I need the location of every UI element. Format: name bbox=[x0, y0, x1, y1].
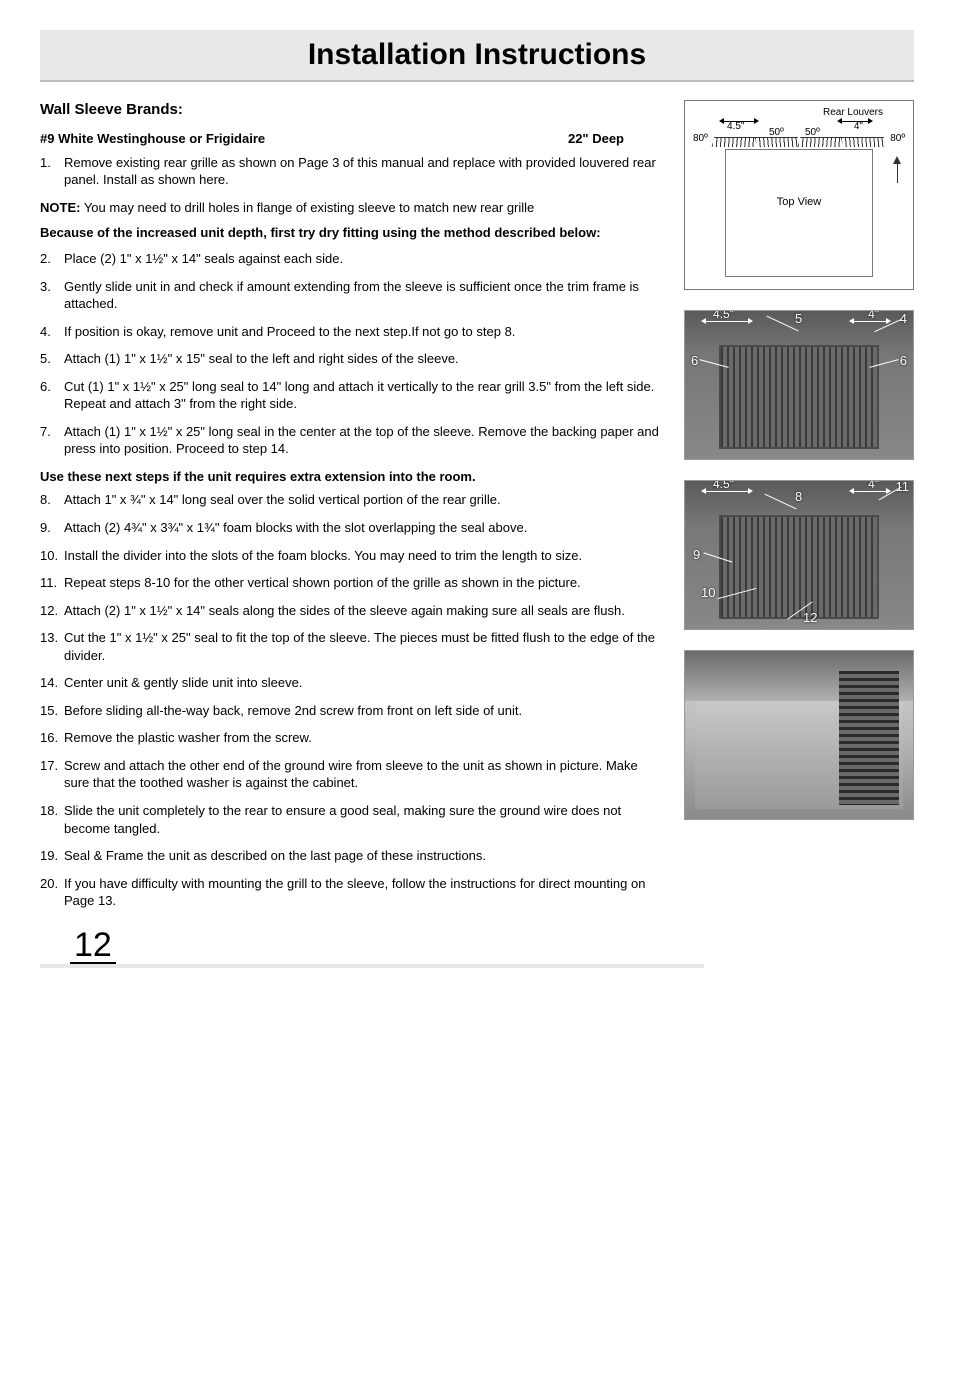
step-text: Slide the unit completely to the rear to… bbox=[62, 802, 664, 837]
title-bar: Installation Instructions bbox=[40, 30, 914, 82]
step-text: Before sliding all-the-way back, remove … bbox=[62, 702, 664, 720]
angle-label: 80º bbox=[693, 133, 708, 144]
step-number: 11. bbox=[40, 574, 62, 592]
dim-bar-icon bbox=[705, 491, 749, 492]
grille-icon bbox=[719, 515, 879, 619]
step-number: 8. bbox=[40, 491, 62, 509]
step-text: Remove existing rear grille as shown on … bbox=[62, 154, 664, 189]
step-text: Attach (1) 1" x 1½" x 15" seal to the le… bbox=[62, 350, 664, 368]
step-number: 18. bbox=[40, 802, 62, 837]
step-text: Seal & Frame the unit as described on th… bbox=[62, 847, 664, 865]
dim-label: 4.5" bbox=[727, 121, 744, 132]
step-number: 17. bbox=[40, 757, 62, 792]
rear-louvers-label: Rear Louvers bbox=[823, 107, 883, 118]
inner-box-icon bbox=[725, 149, 873, 277]
step-text: Remove the plastic washer from the screw… bbox=[62, 729, 664, 747]
callout-line-icon bbox=[766, 316, 798, 332]
callout-number: 10 bbox=[701, 585, 715, 600]
instructions-column: Wall Sleeve Brands: #9 White Westinghous… bbox=[40, 100, 664, 968]
page-number: 12 bbox=[70, 928, 116, 964]
depth-label: 22" Deep bbox=[568, 130, 664, 148]
step-number: 14. bbox=[40, 674, 62, 692]
steps-list-b: 8.Attach 1" x ¾" x 14" long seal over th… bbox=[40, 491, 664, 909]
wall-sleeve-heading: Wall Sleeve Brands: bbox=[40, 100, 664, 120]
step-text: Center unit & gently slide unit into sle… bbox=[62, 674, 664, 692]
step-text: Attach (2) 4¾" x 3¾" x 1¾" foam blocks w… bbox=[62, 519, 664, 537]
step-number: 20. bbox=[40, 875, 62, 910]
step-text: Cut the 1" x 1½" x 25" seal to fit the t… bbox=[62, 629, 664, 664]
figures-column: Rear Louvers 4.5" 50º 50º 4" 80º 80º Top… bbox=[684, 100, 914, 968]
step-number: 12. bbox=[40, 602, 62, 620]
dim-label: 4" bbox=[868, 480, 879, 491]
seal-photo-8-12: 4.5" 4" 8 11 9 10 12 bbox=[684, 480, 914, 630]
note-paragraph: NOTE: You may need to drill holes in fla… bbox=[40, 199, 664, 217]
unit-photo bbox=[684, 650, 914, 820]
grille-icon bbox=[719, 345, 879, 449]
dim-label: 4.5" bbox=[713, 310, 734, 321]
step-number: 9. bbox=[40, 519, 62, 537]
page-number-box: 12 bbox=[40, 928, 704, 968]
steps-list-a: 2.Place (2) 1" x 1½" x 14" seals against… bbox=[40, 250, 664, 458]
dim-bar-icon bbox=[853, 491, 887, 492]
step-text: Attach 1" x ¾" x 14" long seal over the … bbox=[62, 491, 664, 509]
use-next-heading: Use these next steps if the unit require… bbox=[40, 468, 664, 486]
step-number: 7. bbox=[40, 423, 62, 458]
callout-number: 11 bbox=[896, 480, 910, 494]
step-text: Install the divider into the slots of th… bbox=[62, 547, 664, 565]
unit-fins-icon bbox=[839, 671, 899, 805]
callout-number: 6 bbox=[900, 353, 907, 368]
top-view-label: Top View bbox=[685, 196, 913, 208]
step-number: 5. bbox=[40, 350, 62, 368]
step-number: 2. bbox=[40, 250, 62, 268]
dim-label: 4.5" bbox=[713, 480, 734, 491]
step-text: Attach (2) 1" x 1½" x 14" seals along th… bbox=[62, 602, 664, 620]
step-number: 4. bbox=[40, 323, 62, 341]
step-text: Gently slide unit in and check if amount… bbox=[62, 278, 664, 313]
step-text: Cut (1) 1" x 1½" x 25" long seal to 14" … bbox=[62, 378, 664, 413]
dim-bar-icon bbox=[705, 321, 749, 322]
step-number: 3. bbox=[40, 278, 62, 313]
step-text: Attach (1) 1" x 1½" x 25" long seal in t… bbox=[62, 423, 664, 458]
callout-number: 8 bbox=[795, 489, 802, 504]
dim-label: 4" bbox=[854, 121, 863, 132]
page-title: Installation Instructions bbox=[40, 38, 914, 72]
step-number: 13. bbox=[40, 629, 62, 664]
step-text: Screw and attach the other end of the gr… bbox=[62, 757, 664, 792]
callout-number: 6 bbox=[691, 353, 698, 368]
note-label: NOTE: bbox=[40, 200, 80, 215]
callout-number: 12 bbox=[803, 610, 817, 625]
step-text: If position is okay, remove unit and Pro… bbox=[62, 323, 664, 341]
note-text: You may need to drill holes in flange of… bbox=[80, 200, 534, 215]
step-number: 15. bbox=[40, 702, 62, 720]
step-text: Repeat steps 8-10 for the other vertical… bbox=[62, 574, 664, 592]
brand-label: #9 White Westinghouse or Frigidaire bbox=[40, 130, 265, 148]
step-text: Place (2) 1" x 1½" x 14" seals against e… bbox=[62, 250, 664, 268]
step-text: If you have difficulty with mounting the… bbox=[62, 875, 664, 910]
dim-bar-icon bbox=[853, 321, 887, 322]
callout-line-icon bbox=[764, 494, 796, 510]
arrow-line-icon bbox=[897, 163, 898, 183]
callout-number: 5 bbox=[795, 311, 802, 326]
step-number: 19. bbox=[40, 847, 62, 865]
because-heading: Because of the increased unit depth, fir… bbox=[40, 224, 664, 242]
dim-label: 4" bbox=[868, 310, 879, 321]
step-number: 16. bbox=[40, 729, 62, 747]
step-number: 1. bbox=[40, 154, 62, 189]
seal-photo-5-6: 4.5" 4" 5 4 6 6 bbox=[684, 310, 914, 460]
step-number: 10. bbox=[40, 547, 62, 565]
angle-label: 80º bbox=[890, 133, 905, 144]
callout-number: 9 bbox=[693, 547, 700, 562]
step-number: 6. bbox=[40, 378, 62, 413]
top-view-diagram: Rear Louvers 4.5" 50º 50º 4" 80º 80º Top… bbox=[684, 100, 914, 290]
